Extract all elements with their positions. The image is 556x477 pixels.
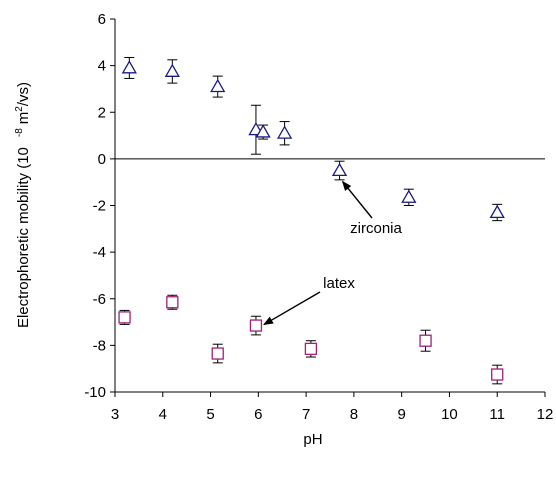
y-tick-label: -2 xyxy=(93,198,106,215)
x-tick-label: 12 xyxy=(537,406,554,423)
y-tick-label: -4 xyxy=(93,244,106,261)
y-tick-label: 2 xyxy=(98,104,106,121)
y-axis-title-exponent: -8 xyxy=(14,128,25,137)
series-latex xyxy=(118,294,504,385)
axes xyxy=(110,18,546,397)
y-axis-title-unit-power: 2 xyxy=(14,106,25,112)
data-point-square xyxy=(249,319,263,332)
data-point-square xyxy=(118,311,131,324)
x-tick-label: 6 xyxy=(254,406,262,423)
x-tick-label: 9 xyxy=(397,406,405,423)
x-tick-label: 3 xyxy=(111,406,119,423)
data-point-triangle xyxy=(331,162,348,177)
y-tick-label: 4 xyxy=(98,58,106,75)
annotation-label: latex xyxy=(323,275,355,292)
y-axis-title-unit-prefix: m xyxy=(15,112,32,125)
y-tick-label: 0 xyxy=(98,151,106,168)
x-tick-label: 4 xyxy=(159,406,167,423)
data-point-square xyxy=(304,342,318,356)
y-tick-label: 6 xyxy=(98,11,106,28)
data-point-triangle xyxy=(210,78,226,93)
data-point-triangle xyxy=(255,124,271,138)
annotation-arrow xyxy=(341,180,373,219)
annotation-label: zirconia xyxy=(350,220,402,237)
x-tick-label: 7 xyxy=(302,406,310,423)
x-tick-label: 10 xyxy=(441,406,458,423)
data-point-triangle xyxy=(489,204,505,219)
annotations: zirconia latex xyxy=(263,180,403,326)
data-points xyxy=(118,56,505,385)
y-tick-label: -6 xyxy=(93,291,106,308)
x-tick-label: 11 xyxy=(489,406,505,423)
annotation-arrow xyxy=(263,291,321,326)
x-tick-label: 5 xyxy=(206,406,214,423)
x-tick-label: 8 xyxy=(350,406,358,423)
data-point-square xyxy=(419,334,432,347)
data-point-triangle xyxy=(401,189,417,203)
data-point-square xyxy=(166,296,179,309)
tick-labels: 6 4 2 0 -2 -4 -6 -8 -10 3 4 5 6 7 8 9 10 11 12 xyxy=(84,11,553,423)
data-point-triangle xyxy=(121,60,137,74)
data-point-triangle xyxy=(276,125,293,139)
y-tick-label: -8 xyxy=(93,337,106,354)
data-point-triangle xyxy=(164,63,180,77)
data-point-square xyxy=(211,347,224,360)
x-axis-title: pH xyxy=(303,431,322,448)
y-axis-title-unit-suffix: /vs) xyxy=(15,82,32,106)
data-point-square xyxy=(491,368,504,381)
y-axis-title-main: Electrophoretic mobility (10 xyxy=(15,147,32,328)
series-zirconia xyxy=(121,56,505,222)
y-tick-label: -10 xyxy=(84,384,106,401)
y-axis-title: Electrophoretic mobility (10 -8 m2/vs) xyxy=(14,82,32,328)
